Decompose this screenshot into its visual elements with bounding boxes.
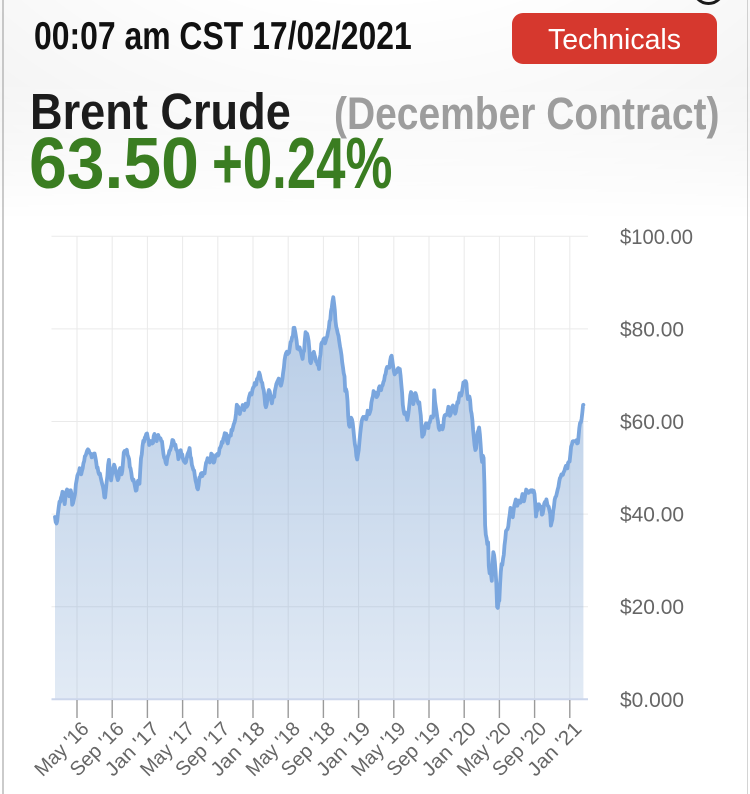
svg-text:$60.00: $60.00 bbox=[620, 411, 684, 434]
svg-text:$40.00: $40.00 bbox=[620, 504, 684, 527]
svg-text:$80.00: $80.00 bbox=[620, 318, 684, 341]
svg-text:$0.000: $0.000 bbox=[620, 689, 684, 712]
svg-text:$100.00: $100.00 bbox=[620, 226, 693, 249]
svg-text:$20.00: $20.00 bbox=[620, 596, 684, 619]
